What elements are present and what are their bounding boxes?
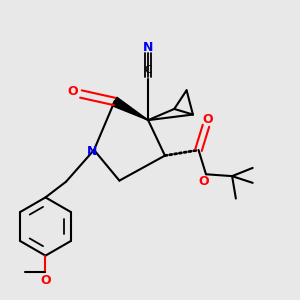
Polygon shape [112, 97, 148, 120]
Text: C: C [144, 65, 152, 75]
Text: N: N [87, 146, 97, 158]
Text: N: N [143, 41, 153, 54]
Text: O: O [68, 85, 78, 98]
Text: O: O [199, 175, 209, 188]
Text: O: O [202, 112, 213, 125]
Text: O: O [40, 274, 51, 287]
